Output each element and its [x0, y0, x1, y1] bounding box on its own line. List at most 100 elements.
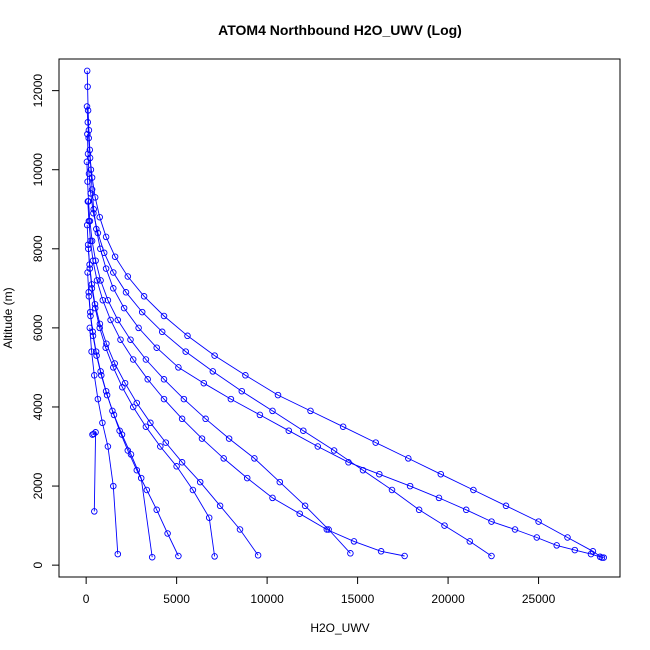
- data-point: [196, 478, 204, 486]
- data-point: [83, 158, 91, 166]
- data-point: [143, 486, 151, 494]
- data-point: [462, 506, 470, 514]
- series-line-11: [92, 431, 97, 512]
- data-point: [148, 553, 156, 561]
- data-point: [598, 554, 606, 561]
- data-point: [401, 552, 408, 560]
- data-point: [276, 478, 284, 486]
- data-point: [96, 213, 103, 221]
- data-point: [180, 395, 188, 403]
- data-point: [198, 435, 206, 442]
- data-point: [339, 423, 347, 430]
- y-tick-label: 6000: [31, 314, 45, 341]
- data-point: [178, 459, 186, 466]
- data-point: [83, 103, 91, 110]
- data-point: [109, 407, 116, 415]
- data-point: [209, 368, 217, 375]
- data-point: [405, 455, 412, 462]
- data-point: [96, 324, 103, 332]
- data-point: [323, 526, 331, 533]
- series-layer: [83, 67, 607, 561]
- data-point: [182, 348, 189, 355]
- data-point: [93, 277, 101, 284]
- data-point: [189, 486, 197, 494]
- data-point: [99, 296, 107, 304]
- data-point: [175, 552, 182, 560]
- series-line-10: [89, 327, 119, 555]
- y-axis-label: Altitude (m): [1, 287, 15, 348]
- x-axis-label: H2O_UWV: [310, 621, 369, 635]
- data-point: [242, 372, 249, 379]
- data-point: [88, 348, 95, 355]
- data-point: [84, 119, 92, 126]
- data-point: [350, 538, 358, 545]
- data-point: [110, 269, 117, 276]
- y-tick-label: 10000: [31, 153, 45, 187]
- data-point: [158, 328, 166, 336]
- data-point: [164, 530, 171, 537]
- data-point: [388, 486, 396, 494]
- data-point: [138, 308, 146, 316]
- data-point: [107, 316, 114, 324]
- data-point: [216, 502, 224, 510]
- x-tick-label: 0: [83, 592, 90, 606]
- x-tick-label: 10000: [250, 592, 284, 606]
- data-point: [314, 443, 322, 450]
- data-point: [102, 233, 110, 241]
- data-point: [153, 506, 160, 514]
- y-tick-label: 12000: [31, 74, 45, 108]
- series-line-5: [87, 201, 405, 557]
- data-point: [94, 229, 102, 237]
- data-point: [435, 494, 443, 502]
- data-point: [85, 293, 93, 300]
- data-point: [415, 506, 423, 514]
- data-point: [90, 430, 97, 438]
- data-point: [256, 411, 264, 419]
- data-point: [251, 455, 258, 462]
- x-tick-label: 15000: [341, 592, 375, 606]
- data-point: [83, 67, 91, 75]
- data-point: [102, 265, 110, 272]
- data-point: [96, 320, 104, 328]
- data-point: [160, 376, 168, 383]
- data-point: [93, 352, 100, 359]
- data-point: [488, 518, 495, 525]
- data-point: [175, 364, 182, 371]
- data-point: [488, 552, 495, 560]
- data-point: [84, 178, 91, 185]
- data-point: [227, 395, 235, 403]
- data-point: [211, 352, 218, 359]
- data-point: [377, 548, 385, 555]
- data-point: [589, 548, 597, 555]
- series-line-2: [86, 106, 603, 558]
- data-point: [162, 439, 170, 446]
- data-point: [104, 296, 112, 304]
- data-point: [84, 130, 91, 138]
- data-point: [85, 126, 93, 134]
- data-point: [511, 526, 519, 533]
- y-tick-label: 0: [31, 561, 45, 568]
- data-point: [94, 395, 102, 403]
- data-point: [84, 150, 92, 158]
- data-point: [84, 83, 91, 90]
- data-point: [142, 356, 150, 363]
- data-point: [127, 336, 134, 343]
- data-point: [84, 198, 92, 205]
- data-point: [99, 419, 106, 427]
- data-point: [470, 486, 477, 494]
- data-point: [85, 289, 92, 296]
- data-point: [85, 134, 92, 142]
- data-point: [84, 241, 92, 249]
- data-point: [157, 443, 164, 450]
- data-point: [466, 538, 474, 545]
- series-line-7: [87, 248, 216, 557]
- data-point: [85, 217, 93, 225]
- data-point: [243, 474, 251, 482]
- data-point: [254, 552, 262, 559]
- data-point: [600, 554, 607, 561]
- data-point: [104, 443, 112, 450]
- data-point: [127, 451, 135, 458]
- data-point: [110, 411, 118, 419]
- data-point: [269, 407, 276, 415]
